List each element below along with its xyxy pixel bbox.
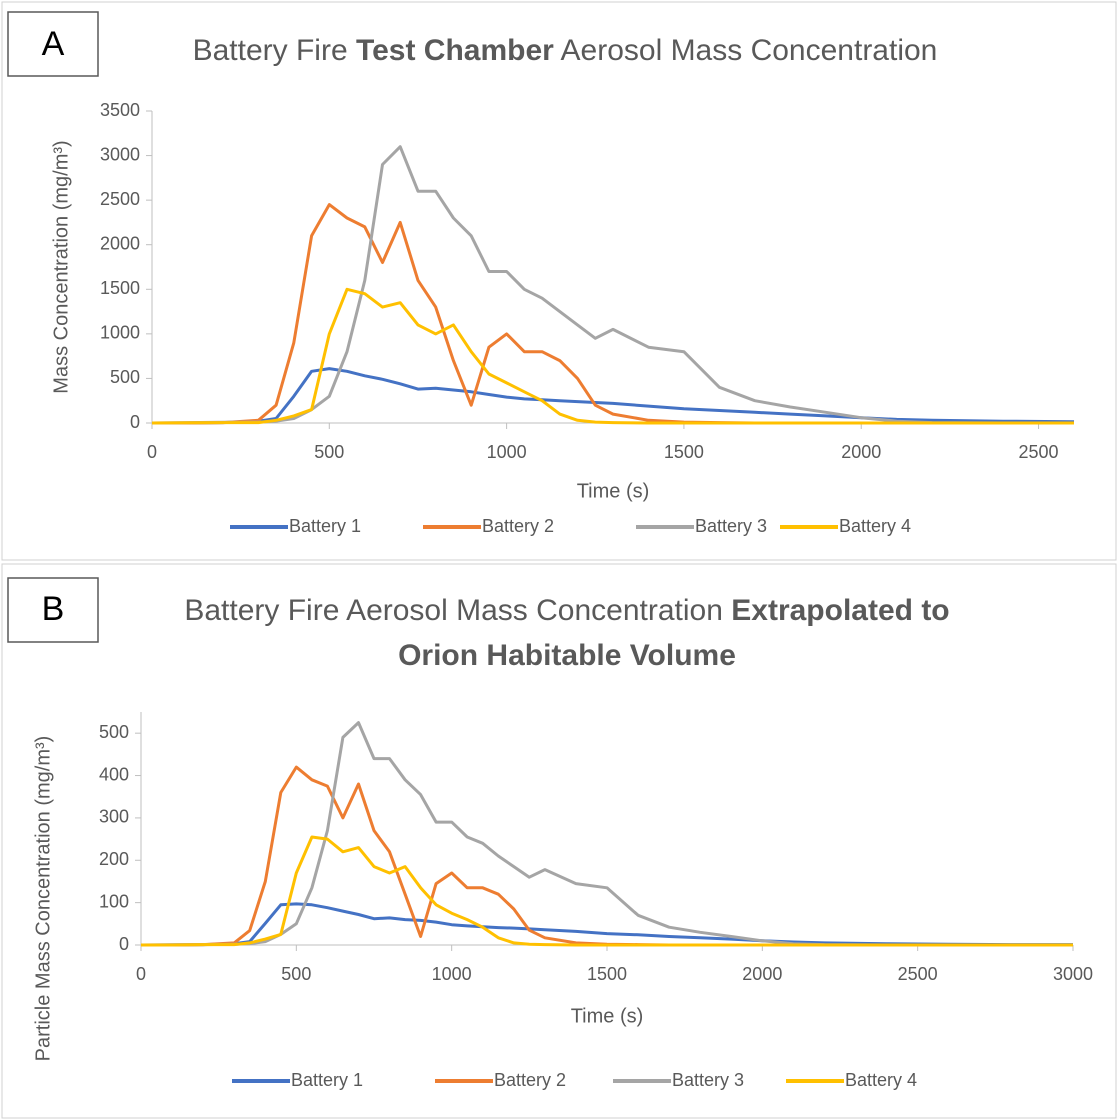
x-tick-label: 2000 [742, 964, 782, 984]
y-tick-label: 300 [99, 807, 129, 827]
panel-frame [1, 1, 1117, 561]
legend-label: Battery 2 [482, 516, 554, 536]
x-tick-label: 500 [281, 964, 311, 984]
x-tick-label: 2500 [1019, 442, 1059, 462]
title-part: Battery Fire [193, 34, 348, 67]
y-tick-label: 0 [119, 934, 129, 954]
legend-label: Battery 3 [695, 516, 767, 536]
y-tick-label: 0 [130, 412, 140, 432]
y-axis-title: Mass Concentration (mg/m³) [50, 140, 72, 393]
y-tick-label: 500 [99, 722, 129, 742]
panel-label: A [42, 25, 65, 63]
chart-title: Battery Fire Aerosol Mass Concentration … [184, 594, 949, 627]
x-tick-label: 0 [136, 964, 146, 984]
x-tick-label: 0 [147, 442, 157, 462]
series-line [141, 835, 1073, 947]
series-line [141, 902, 1073, 947]
y-tick-label: 200 [99, 849, 129, 869]
x-axis-title: Time (s) [571, 1005, 644, 1027]
y-tick-label: 500 [110, 367, 140, 387]
series-line [141, 765, 1073, 947]
series-line [140, 721, 1073, 947]
y-tick-label: 3000 [100, 144, 140, 164]
series-line [152, 203, 1074, 425]
title-part: Extrapolated to [731, 594, 949, 627]
title-part: Orion Habitable Volume [398, 639, 736, 672]
x-tick-label: 3000 [1053, 964, 1093, 984]
x-tick-label: 1500 [664, 442, 704, 462]
y-tick-label: 400 [99, 764, 129, 784]
legend-label: Battery 2 [494, 1070, 566, 1090]
x-tick-label: 1500 [587, 964, 627, 984]
x-tick-label: 2000 [841, 442, 881, 462]
y-tick-label: 3500 [100, 100, 140, 120]
panel-label: B [42, 590, 65, 628]
legend-label: Battery 1 [291, 1070, 363, 1090]
x-tick-label: 1000 [432, 964, 472, 984]
y-tick-label: 2500 [100, 189, 140, 209]
y-tick-label: 2000 [100, 233, 140, 253]
legend-label: Battery 4 [845, 1070, 917, 1090]
panel-label-box [7, 11, 99, 77]
y-tick-label: 1000 [100, 323, 140, 343]
legend-label: Battery 1 [289, 516, 361, 536]
title-part: Test Chamber [356, 34, 554, 67]
x-tick-label: 2500 [898, 964, 938, 984]
y-axis-title: Particle Mass Concentration (mg/m³) [32, 736, 54, 1062]
chart-title: Orion Habitable Volume [398, 639, 736, 672]
legend-label: Battery 4 [839, 516, 911, 536]
panel-label-box [7, 577, 99, 643]
title-part: Aerosol Mass Concentration [561, 34, 938, 67]
title-part: Battery Fire Aerosol Mass Concentration [184, 594, 723, 627]
series-line [152, 367, 1075, 425]
series-line [151, 145, 1074, 425]
panel-frame [1, 563, 1117, 1119]
legend-label: Battery 3 [672, 1070, 744, 1090]
x-axis-title: Time (s) [577, 480, 650, 502]
series-line [151, 287, 1074, 425]
chart-title: Battery Fire Test Chamber Aerosol Mass C… [193, 34, 938, 67]
y-tick-label: 1500 [100, 278, 140, 298]
y-tick-label: 100 [99, 891, 129, 911]
x-tick-label: 500 [314, 442, 344, 462]
x-tick-label: 1000 [487, 442, 527, 462]
